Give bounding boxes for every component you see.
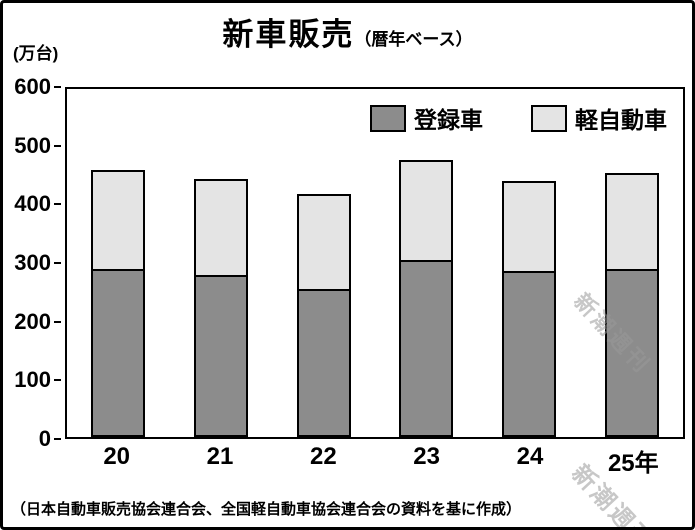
legend-item: 軽自動車: [531, 101, 667, 135]
bar-segment-kei: [399, 160, 454, 260]
x-tick-label: 21: [206, 443, 234, 470]
stacked-bar: [296, 194, 351, 437]
y-axis-unit-label: (万台): [13, 44, 59, 63]
y-tick-mark: [54, 86, 61, 88]
bar-group: [170, 89, 273, 437]
bar-segment-kei: [604, 173, 659, 269]
bar-group: [375, 89, 478, 437]
y-tick-mark: [54, 203, 61, 206]
bar-segment-kei: [502, 181, 557, 271]
x-axis: 20 21 22 23 24 25年: [65, 443, 685, 478]
legend-label: 軽自動車: [575, 107, 667, 133]
bar-segment-registered: [502, 271, 557, 437]
bar-segment-kei: [194, 179, 248, 275]
plot-area: 登録車 軽自動車: [65, 87, 685, 439]
bar-group: [478, 89, 581, 437]
bars-row: [67, 89, 683, 437]
y-tick-label: 600: [14, 74, 51, 99]
bar-group: [580, 89, 683, 437]
chart-subtitle: （暦年ベース）: [354, 30, 473, 49]
y-tick-label: 200: [14, 308, 51, 334]
stacked-bar: [502, 181, 557, 437]
y-axis: 0 100 200 300 400 500 600: [3, 74, 61, 451]
x-tick-label: 22: [309, 443, 337, 470]
y-tick-label: 400: [14, 191, 51, 217]
title-row: 新車販売（暦年ベース）: [3, 9, 692, 54]
legend-swatch: [531, 104, 567, 132]
bar-segment-kei: [91, 170, 146, 269]
x-tick-label: 20: [103, 443, 131, 470]
y-tick-label: 300: [14, 250, 51, 275]
bar-segment-kei: [296, 194, 351, 289]
stacked-bar: [399, 160, 454, 437]
source-note: （日本自動車販売協会連合会、全国軽自動車協会連合会の資料を基に作成）: [11, 501, 522, 518]
x-tick-label: 24: [516, 443, 544, 470]
y-tick-label: 100: [14, 367, 51, 393]
y-tick-mark: [54, 379, 61, 382]
bar-group: [272, 89, 375, 437]
bar-segment-registered: [296, 289, 351, 437]
stacked-bar: [91, 170, 146, 437]
bar-segment-registered: [194, 275, 248, 437]
bar-segment-registered: [399, 260, 454, 437]
stacked-bar: [194, 179, 248, 437]
legend-label: 登録車: [414, 107, 483, 133]
y-tick-mark: [54, 262, 61, 264]
y-tick-label: 500: [14, 132, 51, 158]
legend: 登録車 軽自動車: [370, 101, 667, 135]
x-tick-label: 25年: [607, 450, 659, 477]
y-tick-label: 0: [38, 426, 51, 451]
y-tick-mark: [54, 144, 61, 147]
bar-segment-registered: [91, 269, 146, 437]
bar-segment-registered: [604, 269, 659, 437]
stacked-bar: [604, 173, 659, 437]
legend-item: 登録車: [370, 101, 483, 135]
bar-group: [67, 89, 170, 437]
y-tick-mark: [54, 438, 61, 440]
chart-title: 新車販売: [222, 17, 355, 52]
x-tick-label: 23: [413, 443, 440, 470]
y-tick-mark: [54, 320, 61, 323]
legend-swatch: [370, 104, 406, 132]
